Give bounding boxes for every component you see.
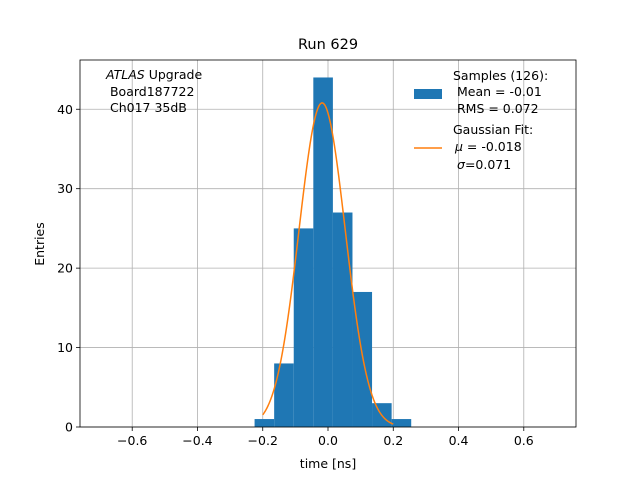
- legend-samples-patch: [414, 89, 442, 99]
- histogram-bar: [274, 363, 294, 427]
- histogram-bar: [313, 77, 333, 427]
- histogram-bar: [293, 228, 314, 427]
- atlas-label: ATLAS Upgrade: [105, 67, 202, 82]
- x-tick-label: 0.4: [449, 433, 469, 448]
- x-axis-label: time [ns]: [300, 456, 356, 471]
- x-tick-label: −0.4: [182, 433, 212, 448]
- y-tick-label: 40: [57, 102, 73, 117]
- atlas-italic: ATLAS: [105, 67, 145, 82]
- channel-label: Ch017 35dB: [106, 100, 187, 115]
- y-axis-label: Entries: [32, 222, 47, 266]
- x-tick-label: 0.2: [383, 433, 403, 448]
- y-tick-label: 10: [57, 340, 73, 355]
- x-tick-label: −0.6: [117, 433, 147, 448]
- board-label: Board187722: [106, 84, 194, 99]
- legend-fit-mu: μ = -0.018: [454, 139, 522, 154]
- histogram-bar: [332, 212, 353, 427]
- atlas-upgrade: Upgrade: [145, 67, 203, 82]
- legend-sigma-value: =0.071: [465, 157, 511, 172]
- legend-samples-mean: Mean = -0.01: [453, 84, 542, 99]
- histogram-bar: [391, 419, 412, 427]
- legend-samples-rms: RMS = 0.072: [453, 101, 539, 116]
- x-tick-label: 0.0: [318, 433, 338, 448]
- legend: Samples (126): Mean = -0.01 RMS = 0.072 …: [414, 68, 548, 172]
- histogram-bar: [254, 419, 275, 427]
- legend-sigma-symbol: σ: [457, 157, 466, 172]
- x-tick-label: 0.6: [514, 433, 534, 448]
- gaussian-fit-curve: [262, 102, 394, 425]
- chart-title: Run 629: [298, 37, 358, 53]
- legend-mu-symbol: μ: [454, 139, 463, 154]
- y-tick-label: 30: [57, 181, 73, 196]
- axis-ticks: −0.6 −0.4 −0.2 0.0 0.2 0.4 0.6 0 10 20 30 40: [57, 102, 534, 448]
- legend-fit-sigma: σ=0.071: [457, 157, 511, 172]
- legend-fit-title: Gaussian Fit:: [453, 122, 533, 137]
- histogram-bars: [254, 77, 412, 427]
- legend-samples-title: Samples (126):: [453, 68, 548, 83]
- x-tick-label: −0.2: [248, 433, 278, 448]
- y-tick-label: 0: [65, 420, 73, 435]
- y-tick-label: 20: [57, 261, 73, 276]
- legend-mu-value: = -0.018: [463, 139, 522, 154]
